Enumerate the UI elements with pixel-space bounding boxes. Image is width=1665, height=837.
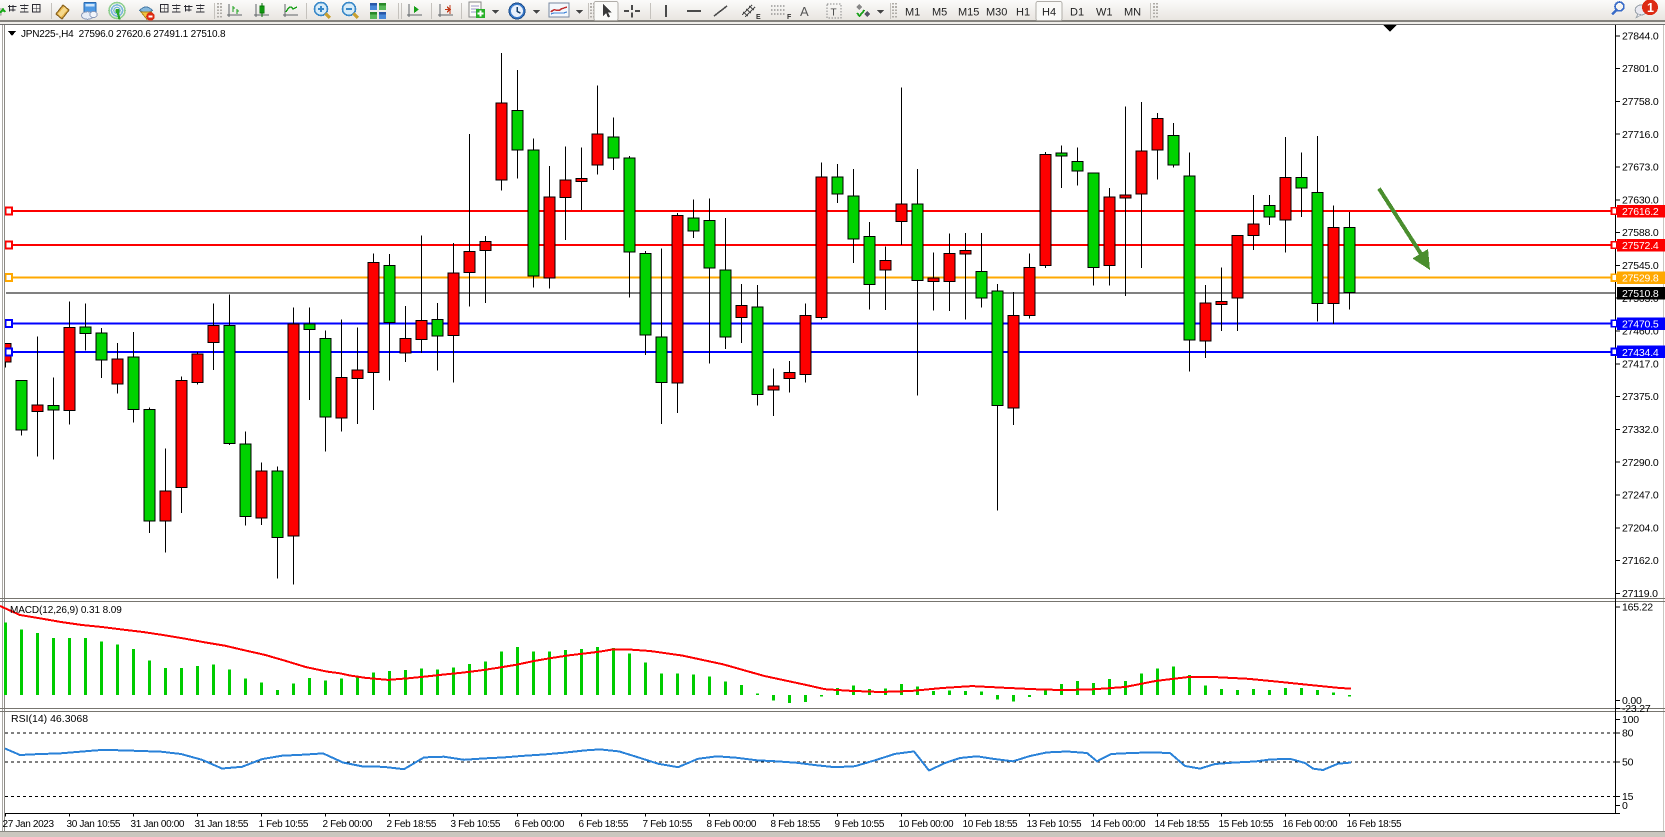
svg-text:H1: H1: [1016, 7, 1030, 19]
svg-text:W1: W1: [1096, 7, 1113, 19]
svg-text:27801.0: 27801.0: [1622, 63, 1659, 75]
svg-text:1: 1: [1647, 1, 1654, 15]
svg-text:0.00: 0.00: [1622, 695, 1642, 707]
svg-text:27529.8: 27529.8: [1622, 273, 1659, 285]
svg-text:MN: MN: [1124, 7, 1141, 19]
svg-text:JPN225-,H4 27596.0 27620.6 27: JPN225-,H4 27596.0 27620.6 27491.1 27510…: [21, 29, 226, 40]
svg-text:27204.0: 27204.0: [1622, 522, 1659, 534]
svg-text:27673.0: 27673.0: [1622, 162, 1659, 174]
svg-text:8 Feb 18:55: 8 Feb 18:55: [771, 819, 821, 830]
svg-text:15 Feb 10:55: 15 Feb 10:55: [1219, 819, 1275, 830]
svg-text:27375.0: 27375.0: [1622, 391, 1659, 403]
svg-text:0: 0: [1622, 800, 1628, 812]
svg-text:13 Feb 10:55: 13 Feb 10:55: [1027, 819, 1083, 830]
svg-text:27290.0: 27290.0: [1622, 457, 1659, 469]
svg-text:27247.0: 27247.0: [1622, 490, 1659, 502]
svg-text:D1: D1: [1070, 7, 1084, 19]
svg-text:27716.0: 27716.0: [1622, 129, 1659, 141]
svg-text:27588.0: 27588.0: [1622, 227, 1659, 239]
svg-text:1 Feb 10:55: 1 Feb 10:55: [259, 819, 309, 830]
svg-text:27162.0: 27162.0: [1622, 555, 1659, 567]
svg-text:27 Jan 2023: 27 Jan 2023: [3, 819, 55, 830]
svg-text:27630.0: 27630.0: [1622, 194, 1659, 206]
svg-text:H4: H4: [1042, 7, 1056, 19]
svg-text:14 Feb 00:00: 14 Feb 00:00: [1091, 819, 1147, 830]
svg-text:27572.4: 27572.4: [1622, 240, 1659, 252]
svg-text:9 Feb 10:55: 9 Feb 10:55: [835, 819, 885, 830]
svg-text:10 Feb 18:55: 10 Feb 18:55: [963, 819, 1019, 830]
svg-text:6 Feb 18:55: 6 Feb 18:55: [579, 819, 629, 830]
svg-text:27434.4: 27434.4: [1622, 347, 1659, 359]
svg-text:15: 15: [1622, 791, 1634, 803]
svg-text:27510.8: 27510.8: [1622, 288, 1659, 300]
svg-text:T: T: [831, 8, 837, 19]
svg-text:27417.0: 27417.0: [1622, 358, 1659, 370]
svg-text:7 Feb 10:55: 7 Feb 10:55: [643, 819, 693, 830]
svg-text:27470.5: 27470.5: [1622, 319, 1659, 331]
svg-text:27119.0: 27119.0: [1622, 588, 1658, 600]
svg-text:27616.2: 27616.2: [1622, 206, 1659, 218]
svg-text:80: 80: [1622, 728, 1634, 740]
svg-text:30 Jan 10:55: 30 Jan 10:55: [67, 819, 121, 830]
svg-text:6 Feb 00:00: 6 Feb 00:00: [515, 819, 565, 830]
svg-text:8 Feb 00:00: 8 Feb 00:00: [707, 819, 757, 830]
svg-text:27844.0: 27844.0: [1622, 30, 1659, 42]
svg-text:31 Jan 18:55: 31 Jan 18:55: [195, 819, 249, 830]
svg-text:27545.0: 27545.0: [1622, 260, 1659, 272]
svg-text:27332.0: 27332.0: [1622, 424, 1659, 436]
svg-text:MACD(12,26,9) 0.31 8.09: MACD(12,26,9) 0.31 8.09: [10, 605, 122, 616]
svg-text:M15: M15: [958, 7, 979, 19]
svg-text:3 Feb 10:55: 3 Feb 10:55: [451, 819, 501, 830]
svg-text:-23.27: -23.27: [1622, 703, 1651, 715]
svg-text:14 Feb 18:55: 14 Feb 18:55: [1155, 819, 1211, 830]
svg-text:A: A: [800, 4, 809, 19]
svg-text:27758.0: 27758.0: [1622, 96, 1659, 108]
svg-text:M1: M1: [905, 7, 920, 19]
svg-text:M5: M5: [932, 7, 947, 19]
svg-text:100: 100: [1622, 714, 1639, 726]
svg-text:2 Feb 18:55: 2 Feb 18:55: [387, 819, 437, 830]
svg-text:16 Feb 18:55: 16 Feb 18:55: [1347, 819, 1403, 830]
svg-text:165.22: 165.22: [1622, 602, 1653, 614]
svg-text:M30: M30: [986, 7, 1007, 19]
svg-text:2 Feb 00:00: 2 Feb 00:00: [323, 819, 373, 830]
svg-text:E: E: [756, 14, 761, 21]
svg-text:RSI(14) 46.3068: RSI(14) 46.3068: [11, 713, 88, 725]
svg-text:50: 50: [1622, 757, 1634, 769]
svg-text:16 Feb 00:00: 16 Feb 00:00: [1283, 819, 1339, 830]
svg-text:F: F: [787, 14, 792, 21]
svg-text:31 Jan 00:00: 31 Jan 00:00: [131, 819, 185, 830]
svg-text:10 Feb 00:00: 10 Feb 00:00: [899, 819, 955, 830]
